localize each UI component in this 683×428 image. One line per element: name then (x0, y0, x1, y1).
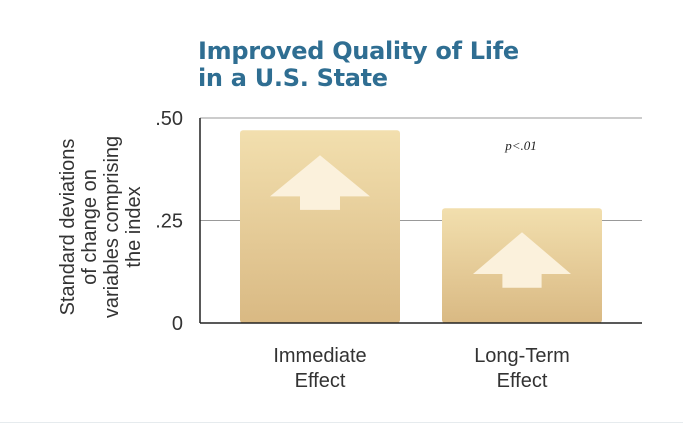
up-arrow-icon (270, 155, 370, 210)
y-tick-label: .50 (155, 108, 183, 130)
divider (0, 422, 683, 423)
y-tick-labels: 0 .25 .50 (155, 108, 183, 335)
up-arrow-icon (473, 232, 571, 288)
x-tick-labels: Immediate Effect Long-Term Effect (273, 345, 569, 392)
x-tick-label: Effect (497, 370, 548, 392)
axes (199, 118, 642, 324)
chart-title: Improved Quality of Life in a U.S. State (198, 38, 618, 92)
bars (240, 130, 602, 323)
y-tick-label: .25 (155, 211, 183, 233)
x-tick-label: Immediate (273, 345, 366, 367)
significance-annotation: p<.01 (504, 138, 537, 153)
y-tick-label: 0 (172, 313, 183, 335)
chart-title-line: in a U.S. State (198, 64, 388, 92)
chart-title-line: Improved Quality of Life (198, 37, 519, 65)
bar (240, 130, 400, 323)
x-tick-label: Effect (295, 370, 346, 392)
x-tick-label: Long-Term (474, 345, 570, 367)
